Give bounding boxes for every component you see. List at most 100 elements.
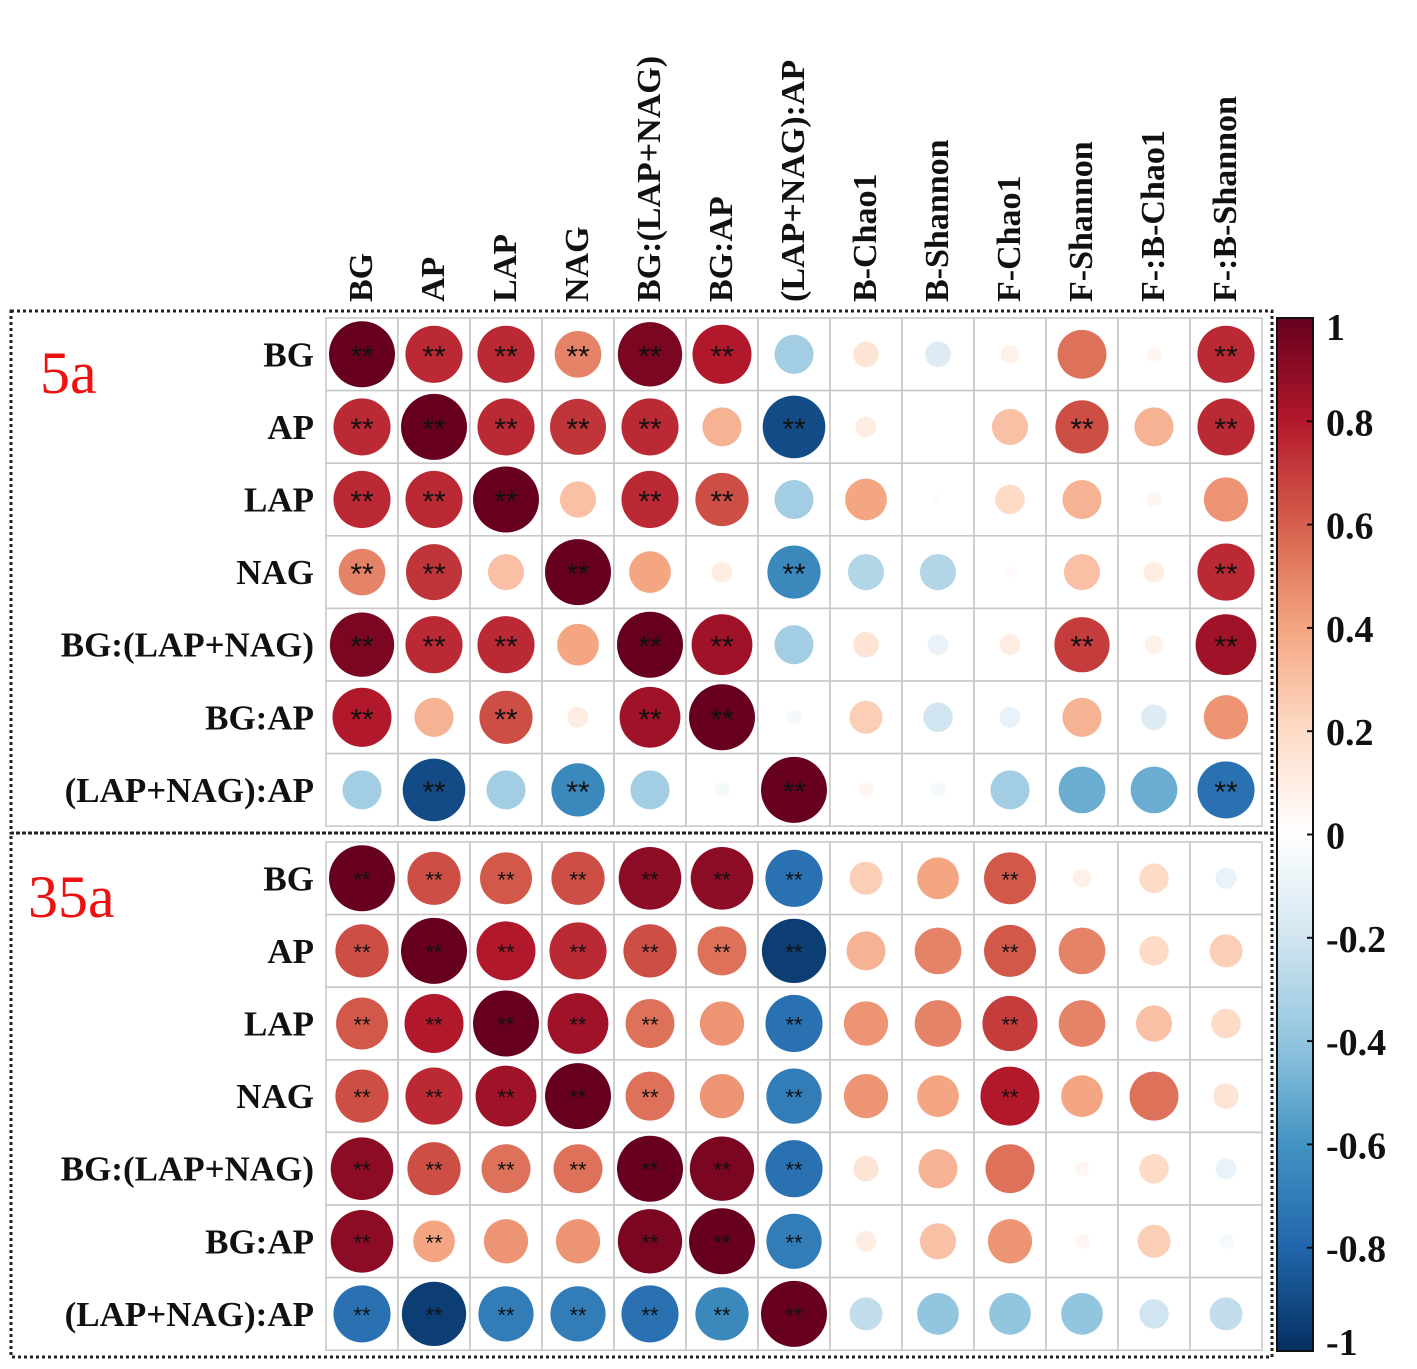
- correlation-circle: [853, 631, 879, 658]
- column-label: LAP: [487, 234, 524, 302]
- correlation-circle: [550, 1286, 606, 1342]
- column-label: BG:(LAP+NAG): [631, 56, 668, 302]
- significance-mark: **: [1214, 413, 1238, 446]
- correlation-circle: [329, 845, 395, 912]
- correlation-circle: [914, 1000, 962, 1047]
- correlation-circle: [413, 1220, 455, 1263]
- significance-mark: **: [710, 340, 734, 373]
- correlation-circle: [855, 416, 877, 438]
- grid-cell: [613, 752, 687, 827]
- correlation-circle: [689, 684, 755, 751]
- significance-mark: **: [494, 486, 518, 519]
- colorbar-tick-label: -1: [1326, 1322, 1358, 1364]
- row-label: BG:(LAP+NAG): [61, 1150, 314, 1189]
- significance-mark: **: [350, 413, 374, 446]
- significance-mark: **: [641, 940, 659, 965]
- correlation-circle: [843, 1001, 889, 1046]
- significance-mark: **: [353, 867, 371, 892]
- correlation-circle: [1215, 867, 1237, 889]
- correlation-circle: [1218, 1233, 1234, 1249]
- significance-mark: **: [422, 558, 446, 591]
- correlation-circle: [999, 634, 1021, 656]
- correlation-circle: [401, 917, 467, 984]
- correlation-circle: [774, 479, 814, 520]
- correlation-circle: [1062, 479, 1102, 520]
- correlation-circle: [333, 1285, 391, 1343]
- correlation-circle: [761, 1280, 827, 1347]
- correlation-circle: [406, 544, 462, 601]
- correlation-circle: [1197, 543, 1255, 601]
- correlation-circle: [1139, 1299, 1169, 1329]
- row-label: BG: [263, 335, 314, 374]
- correlation-circle: [695, 1287, 749, 1341]
- significance-mark: **: [566, 413, 590, 446]
- correlation-circle: [480, 852, 532, 905]
- correlation-circle: [699, 1073, 745, 1119]
- correlation-circle: [761, 918, 827, 984]
- correlation-circle: [549, 922, 607, 980]
- significance-mark: **: [350, 631, 374, 664]
- correlation-circle: [333, 470, 391, 529]
- correlation-circle: [786, 709, 802, 725]
- significance-mark: **: [422, 631, 446, 664]
- correlation-circle: [330, 1209, 394, 1273]
- correlation-circle: [845, 478, 887, 521]
- correlation-circle: [774, 625, 814, 665]
- significance-mark: **: [785, 1013, 803, 1038]
- correlation-circle: [930, 782, 946, 798]
- correlation-circle: [414, 697, 454, 737]
- correlation-circle: [858, 782, 874, 798]
- correlation-circle: [689, 1136, 755, 1201]
- correlation-circle: [405, 616, 463, 674]
- correlation-circle: [853, 1155, 879, 1182]
- correlation-circle: [1146, 346, 1162, 362]
- row-label: NAG: [236, 553, 314, 592]
- correlation-circle: [342, 770, 382, 810]
- correlation-circle: [923, 702, 953, 733]
- correlation-circle: [1061, 1075, 1103, 1117]
- correlation-circle: [567, 706, 589, 728]
- column-label: F-Chao1: [991, 175, 1028, 302]
- correlation-circle: [991, 408, 1029, 445]
- significance-mark: **: [497, 1013, 515, 1038]
- correlation-circle: [475, 1065, 537, 1127]
- colorbar-tick-label: 1: [1326, 307, 1345, 349]
- correlation-circle: [711, 561, 733, 583]
- correlation-circle: [401, 393, 467, 460]
- correlation-circle: [1058, 766, 1106, 814]
- correlation-circle: [477, 325, 535, 383]
- colorbar-tick-label: -0.2: [1326, 919, 1386, 961]
- correlation-circle: [1129, 1071, 1179, 1121]
- significance-mark: **: [785, 1230, 803, 1255]
- correlation-circle: [917, 1293, 959, 1335]
- correlation-circle: [697, 926, 747, 976]
- correlation-circle: [1058, 1000, 1106, 1047]
- grid-cell: [901, 607, 975, 682]
- correlation-circle: [1144, 635, 1164, 655]
- correlation-circle: [557, 623, 599, 666]
- correlation-circle: [1209, 1297, 1243, 1331]
- correlation-circle: [1000, 344, 1020, 364]
- correlation-circle: [407, 851, 461, 905]
- correlation-circle: [481, 1144, 531, 1194]
- colorbar-tick-label: 0.6: [1326, 506, 1374, 548]
- significance-mark: **: [353, 940, 371, 965]
- significance-mark: **: [1214, 776, 1238, 809]
- correlation-circle: [1134, 407, 1174, 447]
- correlation-circle: [473, 990, 539, 1057]
- correlation-circle: [617, 1135, 683, 1202]
- significance-mark: **: [713, 1303, 731, 1328]
- correlation-circle: [619, 686, 681, 748]
- correlation-circle: [1055, 400, 1109, 454]
- correlation-circle: [555, 1219, 601, 1264]
- correlation-circle: [1197, 325, 1255, 383]
- correlation-circle: [917, 1075, 959, 1117]
- significance-mark: **: [569, 1158, 587, 1183]
- correlation-circle: [623, 924, 677, 978]
- row-label: LAP: [244, 481, 314, 520]
- colorbar-tick-label: 0: [1326, 816, 1345, 858]
- correlation-circle: [925, 341, 951, 368]
- correlation-circle: [1213, 1083, 1239, 1109]
- grid-cell: [901, 389, 975, 465]
- correlation-circle: [690, 846, 754, 910]
